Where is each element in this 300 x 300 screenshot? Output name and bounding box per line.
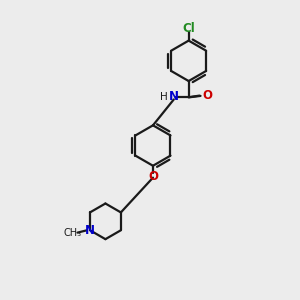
Text: O: O	[202, 89, 212, 102]
Text: N: N	[169, 90, 179, 103]
Text: O: O	[148, 170, 158, 183]
Text: CH₃: CH₃	[64, 228, 82, 238]
Text: Cl: Cl	[182, 22, 195, 34]
Text: N: N	[85, 224, 95, 237]
Text: H: H	[160, 92, 168, 102]
